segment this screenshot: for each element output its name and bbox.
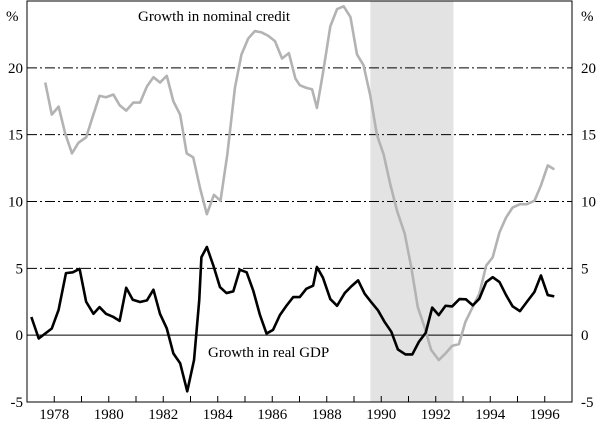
label-real-gdp: Growth in real GDP — [208, 345, 329, 361]
x-tick-label: 1990 — [366, 407, 396, 422]
label-nominal-credit: Growth in nominal credit — [138, 9, 291, 25]
y-tick-label-right: 15 — [581, 128, 596, 144]
x-tick-label: 1978 — [39, 407, 69, 422]
y-tick-label-right: 10 — [581, 195, 596, 211]
y-tick-label-right: 5 — [581, 261, 589, 277]
y-tick-label-right: 0 — [581, 328, 589, 344]
x-tick-label: 1986 — [257, 407, 288, 422]
x-tick-label: 1996 — [530, 407, 561, 422]
y-tick-label-left: 5 — [16, 261, 24, 277]
y-tick-label-left: 15 — [8, 128, 23, 144]
y-tick-label-left: 0 — [16, 328, 24, 344]
y-tick-label-right: 20 — [581, 61, 596, 77]
x-tick-label: 1984 — [203, 407, 234, 422]
x-tick-label: 1994 — [475, 407, 506, 422]
x-tick-label: 1988 — [312, 407, 342, 422]
series-line-real-gdp — [30, 245, 555, 393]
y-unit-left: % — [6, 9, 19, 25]
y-unit-right: % — [581, 9, 594, 25]
y-tick-label-left: -5 — [11, 395, 24, 411]
axis-ticks — [53, 396, 546, 402]
x-tick-label: 1992 — [421, 407, 451, 422]
y-tick-label-left: 10 — [8, 195, 23, 211]
series-line-nominal-credit — [43, 5, 555, 362]
x-tick-label: 1980 — [94, 407, 124, 422]
y-tick-label-right: -5 — [581, 395, 594, 411]
y-tick-label-left: 20 — [8, 61, 23, 77]
gridlines — [27, 67, 572, 269]
x-tick-label: 1982 — [148, 407, 178, 422]
